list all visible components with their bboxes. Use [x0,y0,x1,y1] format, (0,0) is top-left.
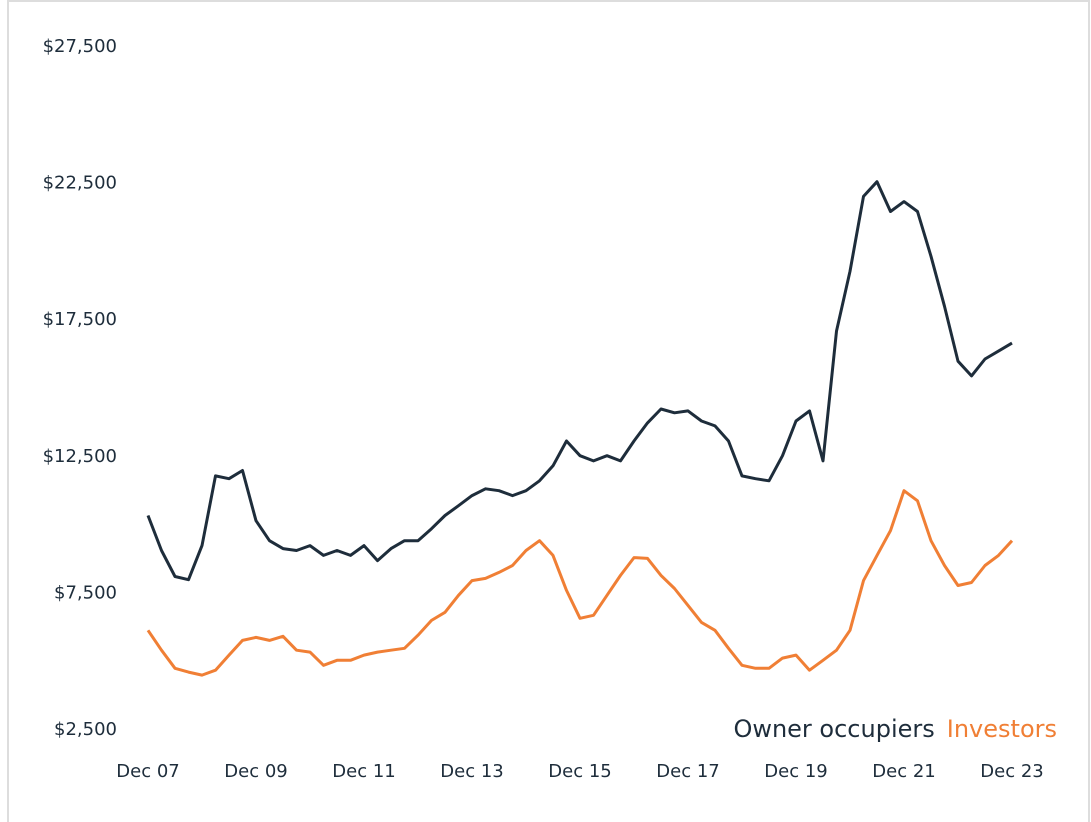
frame [7,0,1090,822]
y-tick-label: $17,500 [43,309,117,330]
x-tick-label: Dec 07 [116,761,179,782]
y-tick-label: $27,500 [43,36,117,57]
x-tick-label: Dec 23 [980,761,1043,782]
x-tick-label: Dec 17 [656,761,719,782]
x-tick-label: Dec 21 [872,761,935,782]
legend-label: Owner occupiers [733,715,934,743]
series-line [146,180,1013,582]
x-tick-label: Dec 15 [548,761,611,782]
x-tick-label: Dec 11 [332,761,395,782]
x-tick-label: Dec 13 [440,761,503,782]
legend-label: Investors [947,715,1057,743]
x-tick-label: Dec 19 [764,761,827,782]
y-tick-label: $7,500 [54,582,117,603]
y-tick-label: $22,500 [43,173,117,194]
y-tick-label: $12,500 [43,446,117,467]
series-line [146,489,1014,677]
x-tick-label: Dec 09 [224,761,287,782]
y-tick-label: $2,500 [54,719,117,740]
